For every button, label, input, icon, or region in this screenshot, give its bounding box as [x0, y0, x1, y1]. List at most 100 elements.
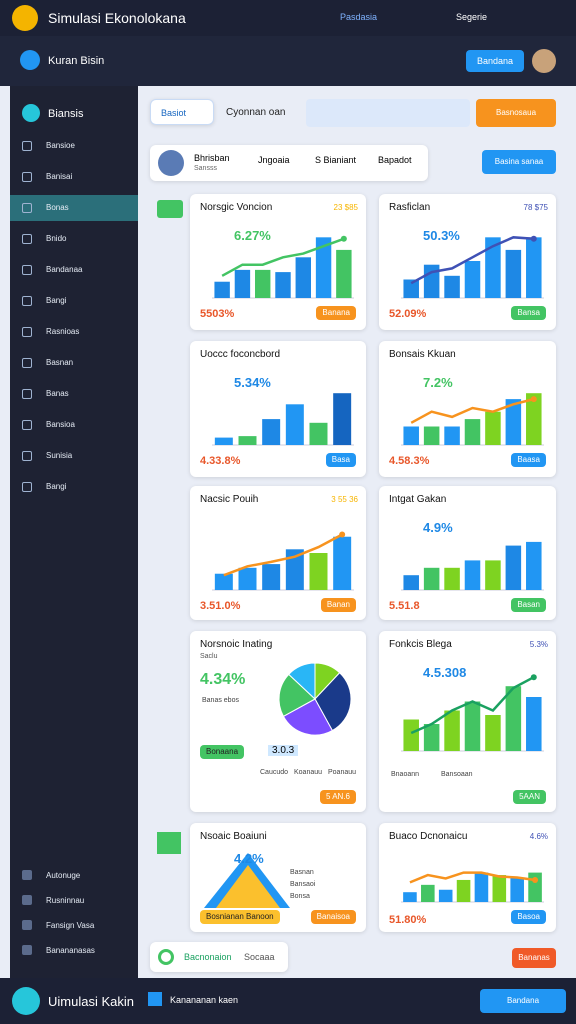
card-button[interactable]: Basoa [511, 910, 546, 924]
sidebar-item[interactable]: Bandanaa [10, 257, 138, 283]
sidebar-label: Banas [46, 389, 69, 398]
sidebar-label: Basnan [46, 358, 74, 367]
filter-button[interactable]: Basnosaua [476, 99, 556, 127]
bar [464, 261, 481, 298]
icon [22, 296, 32, 306]
chart [401, 235, 544, 299]
legend-item: Bnaoann [391, 771, 420, 778]
link[interactable]: Segerie [456, 12, 488, 22]
avatar [532, 49, 556, 73]
card-button[interactable]: Baasa [511, 453, 546, 467]
sidebar-header: Biansis [48, 108, 84, 120]
sidebar-item[interactable]: Bangi [10, 288, 138, 314]
bar [485, 237, 501, 298]
card-foot: 5.51.8 [389, 600, 420, 612]
bar [492, 875, 507, 902]
big-value: 50.3% [423, 228, 460, 243]
card-button[interactable]: Bonaana [200, 745, 245, 759]
sidebar-item[interactable]: Bansioa [10, 412, 138, 438]
link[interactable]: Pasdasia [340, 12, 378, 22]
bar [485, 560, 501, 590]
sidebar-item[interactable]: Sunisia [10, 443, 138, 469]
card-button[interactable]: Banaisoa [310, 910, 356, 924]
sidebar-label: Bansioe [46, 141, 75, 150]
bar [444, 710, 460, 751]
trend-point [530, 674, 537, 681]
sidebar-item[interactable]: Banas [10, 381, 138, 407]
chart-card: Buaco Dcnonaicu 4.6% 51.80% Basoa [379, 823, 556, 932]
icon [22, 327, 32, 337]
tab[interactable]: Bapadot [378, 155, 412, 165]
card-button[interactable]: Banana [316, 306, 356, 320]
sidebar-label[interactable]: Fansign Vasa [46, 921, 95, 930]
card-button[interactable]: Bosnianan Banoon [200, 910, 280, 924]
card-button[interactable]: Bansa [511, 306, 546, 320]
footer-button[interactable]: Bandana [480, 989, 566, 1013]
legend-item: Bonsa [290, 893, 310, 900]
sidebar-item[interactable]: Banisai [10, 164, 138, 190]
toolbar-button[interactable]: Bandana [466, 50, 524, 72]
bar [505, 249, 522, 298]
card-title: Nacsic Pouih [200, 494, 259, 505]
bar [421, 884, 435, 902]
profile-button[interactable]: Basina sanaa [482, 150, 556, 174]
bar [333, 536, 352, 590]
profile-name: Bhrisban [194, 153, 230, 163]
sidebar-item[interactable]: Basnan [10, 350, 138, 376]
bar [309, 553, 328, 590]
tab[interactable]: S Bianiant [315, 155, 357, 165]
select[interactable]: Basiot [150, 99, 214, 125]
avatar [12, 5, 38, 31]
sidebar-item[interactable]: Rasnioas [10, 319, 138, 345]
bar [485, 715, 501, 751]
bar [456, 879, 471, 902]
card-button[interactable]: Basan [511, 598, 546, 612]
avatar [12, 987, 40, 1015]
trend-point [530, 235, 537, 242]
sidebar-label: Bangi [46, 296, 67, 305]
bar [423, 426, 440, 445]
icon [148, 992, 162, 1006]
bar [309, 422, 328, 445]
bar [285, 404, 304, 445]
menu[interactable]: Kuran Bisin [48, 55, 105, 67]
bar [526, 237, 542, 298]
card-button[interactable]: 5AAN [513, 790, 546, 804]
bar [438, 889, 453, 902]
sidebar-item[interactable]: Bonas [10, 195, 138, 221]
card-button[interactable]: 5 AN.6 [319, 790, 356, 804]
card-foot: 51.80% [389, 914, 427, 926]
sidebar-item[interactable]: Bansioe [10, 133, 138, 159]
chart [278, 662, 352, 736]
bar [526, 393, 542, 445]
card-button[interactable]: Basa [325, 453, 356, 467]
sidebar-label[interactable]: Rusninnau [46, 896, 85, 905]
search[interactable] [306, 99, 470, 127]
icon [158, 949, 174, 965]
bar [403, 892, 417, 902]
chart [204, 853, 290, 908]
bar [505, 399, 522, 445]
status-button[interactable]: Bananas [512, 948, 556, 968]
chart [212, 393, 354, 446]
card-foot: 4.58.3% [389, 455, 430, 467]
tab[interactable]: Jngoaia [258, 155, 290, 165]
big-value: 4.34% [200, 671, 246, 688]
card-foot: 5503% [200, 308, 235, 320]
card-button[interactable]: Banan [320, 598, 356, 612]
legend-item: Caucudo [260, 769, 289, 776]
icon [22, 141, 32, 151]
card-foot: 3.51.0% [200, 600, 241, 612]
legend-item: Poanauu [328, 769, 357, 776]
sidebar-item[interactable]: Bnido [10, 226, 138, 252]
card-title: Intgat Gakan [389, 494, 447, 505]
icon [22, 482, 32, 492]
icon [22, 172, 32, 182]
sidebar-label[interactable]: Autonuge [46, 871, 81, 880]
sidebar-item[interactable]: Bangi [10, 474, 138, 500]
sidebar-label[interactable]: Banananasas [46, 946, 95, 955]
icon [22, 203, 32, 213]
footer-label: Kanananan kaen [170, 995, 239, 1005]
card-tag: 78 $75 [523, 203, 548, 212]
chart [212, 531, 354, 591]
